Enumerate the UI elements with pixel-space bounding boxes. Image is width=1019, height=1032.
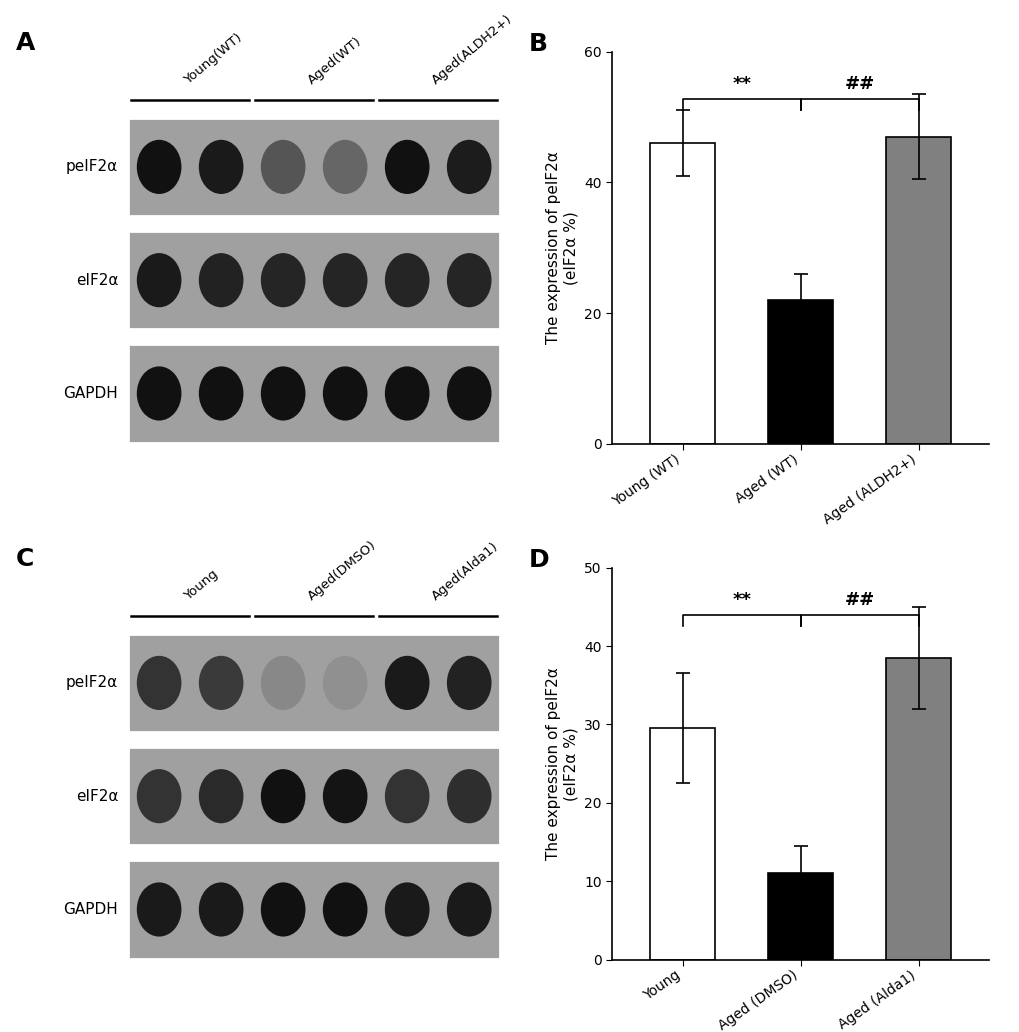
Bar	[128, 861, 499, 959]
Ellipse shape	[199, 655, 244, 710]
Ellipse shape	[323, 655, 367, 710]
Ellipse shape	[137, 253, 181, 308]
Bar	[886, 136, 950, 444]
Ellipse shape	[199, 253, 244, 308]
Ellipse shape	[199, 139, 244, 194]
Ellipse shape	[137, 769, 181, 824]
Text: Aged(Alda1): Aged(Alda1)	[429, 540, 501, 604]
Bar	[650, 143, 714, 444]
Text: eIF2α: eIF2α	[75, 788, 118, 804]
Ellipse shape	[137, 366, 181, 421]
Bar	[886, 657, 950, 960]
Text: **: **	[732, 74, 751, 93]
Bar	[767, 300, 833, 444]
Y-axis label: The expression of peIF2α
(eIF2α %): The expression of peIF2α (eIF2α %)	[545, 668, 578, 860]
Bar	[767, 873, 833, 960]
Ellipse shape	[446, 139, 491, 194]
Text: ##: ##	[844, 590, 874, 609]
Ellipse shape	[446, 655, 491, 710]
Text: peIF2α: peIF2α	[66, 159, 118, 174]
Ellipse shape	[446, 769, 491, 824]
Text: eIF2α: eIF2α	[75, 272, 118, 288]
Ellipse shape	[261, 655, 305, 710]
Bar	[650, 729, 714, 960]
Ellipse shape	[384, 139, 429, 194]
Ellipse shape	[384, 655, 429, 710]
Ellipse shape	[261, 769, 305, 824]
Ellipse shape	[199, 769, 244, 824]
Text: **: **	[732, 590, 751, 609]
Text: GAPDH: GAPDH	[63, 386, 118, 401]
Ellipse shape	[384, 366, 429, 421]
Bar	[128, 747, 499, 845]
Ellipse shape	[323, 769, 367, 824]
Ellipse shape	[323, 366, 367, 421]
Ellipse shape	[446, 253, 491, 308]
Text: GAPDH: GAPDH	[63, 902, 118, 917]
Bar	[128, 231, 499, 329]
Text: Aged(WT): Aged(WT)	[306, 35, 364, 88]
Text: Young: Young	[181, 568, 220, 604]
Ellipse shape	[137, 655, 181, 710]
Ellipse shape	[384, 253, 429, 308]
Ellipse shape	[137, 139, 181, 194]
Ellipse shape	[199, 882, 244, 937]
Text: D: D	[529, 548, 549, 572]
Ellipse shape	[261, 139, 305, 194]
Ellipse shape	[446, 882, 491, 937]
Text: A: A	[15, 31, 35, 55]
Ellipse shape	[261, 253, 305, 308]
Bar	[128, 118, 499, 216]
Text: ##: ##	[844, 74, 874, 93]
Ellipse shape	[323, 882, 367, 937]
Ellipse shape	[323, 139, 367, 194]
Text: B: B	[529, 32, 547, 56]
Text: C: C	[15, 547, 34, 571]
Ellipse shape	[446, 366, 491, 421]
Y-axis label: The expression of peIF2α
(eIF2α %): The expression of peIF2α (eIF2α %)	[545, 152, 578, 344]
Bar	[128, 345, 499, 443]
Ellipse shape	[261, 366, 305, 421]
Ellipse shape	[384, 882, 429, 937]
Text: Aged(DMSO): Aged(DMSO)	[306, 539, 379, 604]
Text: peIF2α: peIF2α	[66, 675, 118, 690]
Ellipse shape	[384, 769, 429, 824]
Ellipse shape	[323, 253, 367, 308]
Bar	[128, 634, 499, 732]
Text: Young(WT): Young(WT)	[181, 31, 245, 88]
Ellipse shape	[261, 882, 305, 937]
Ellipse shape	[137, 882, 181, 937]
Text: Aged(ALDH2+): Aged(ALDH2+)	[429, 12, 515, 88]
Ellipse shape	[199, 366, 244, 421]
